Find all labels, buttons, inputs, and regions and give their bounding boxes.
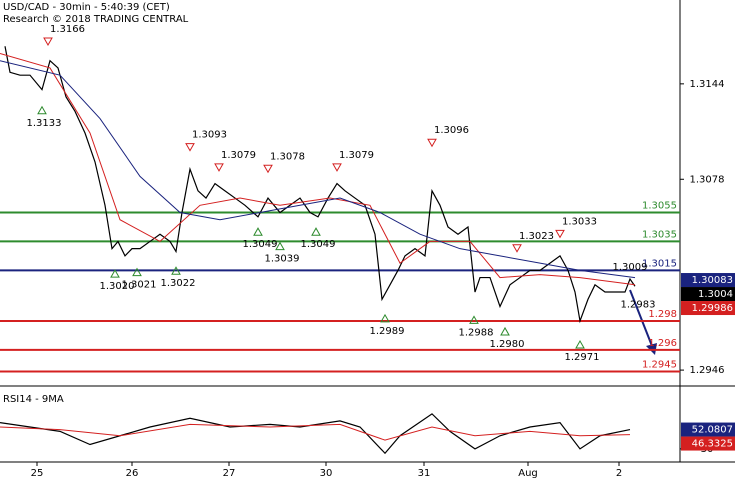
resistance-marker <box>512 244 522 253</box>
support-marker <box>500 326 510 336</box>
average-line <box>0 423 631 441</box>
level-label: 1.298 <box>648 309 677 320</box>
x-tick-label: Aug <box>518 468 538 479</box>
pivot-label: 1.2988 <box>459 327 494 338</box>
average-line <box>0 60 636 279</box>
resistance-marker <box>427 138 437 148</box>
level-label: 1.3015 <box>642 258 677 269</box>
y-tick-label: 1.3078 <box>690 174 725 185</box>
pivot-label: 1.3093 <box>192 130 227 141</box>
x-tick-label: 31 <box>418 468 431 479</box>
last-value-box <box>681 436 735 451</box>
x-tick-label: 27 <box>223 468 236 479</box>
last-value-box <box>681 422 735 437</box>
pivot-label: 1.3078 <box>270 151 305 162</box>
support-marker <box>275 241 285 251</box>
x-tick-label: 25 <box>31 468 44 479</box>
x-tick-label: 30 <box>320 468 333 479</box>
level-label: 1.296 <box>648 338 677 349</box>
level-label: 1.3055 <box>642 201 677 212</box>
average-line <box>0 53 636 286</box>
pivot-label: 1.3079 <box>221 150 256 161</box>
resistance-marker <box>263 164 273 174</box>
pivot-label: 1.2989 <box>370 326 405 337</box>
x-tick-label: 2 <box>616 468 622 479</box>
support-marker <box>311 227 321 236</box>
resistance-marker <box>214 163 224 172</box>
pivot-label: 1.3020 <box>100 281 135 292</box>
pivot-label: 1.3096 <box>434 125 469 136</box>
pivot-label: 1.3079 <box>339 150 374 161</box>
pivot-label: 1.3166 <box>50 24 85 35</box>
chart-title: USD/CAD - 30min - 5:40:39 (CET) <box>3 2 170 13</box>
x-tick-label: 26 <box>126 468 139 479</box>
forecast-arrow <box>629 289 653 347</box>
support-marker <box>469 315 479 324</box>
pivot-label: 1.2971 <box>565 352 600 363</box>
level-label: 1.2945 <box>642 360 677 371</box>
last-value-label: 1.29986 <box>692 303 733 314</box>
last-value-label: 46.3325 <box>692 439 733 450</box>
pivot-label: 1.3049 <box>301 239 336 250</box>
support-marker <box>110 269 120 278</box>
chart-subtitle: Research © 2018 TRADING CENTRAL <box>3 14 189 25</box>
price-line <box>0 413 631 455</box>
pivot-label: 1.3009 <box>613 262 648 273</box>
pivot-label: 1.3023 <box>519 231 554 242</box>
pivot-label: 1.3133 <box>27 118 62 129</box>
pivot-label: 1.3033 <box>562 216 597 227</box>
resistance-marker <box>332 163 342 172</box>
pivot-label: 1.3039 <box>265 254 300 265</box>
level-label: 1.3035 <box>642 229 677 240</box>
last-value-box <box>681 273 735 288</box>
resistance-marker <box>43 37 53 47</box>
resistance-marker <box>555 229 565 239</box>
pivot-label: 1.3021 <box>122 280 157 291</box>
y-tick-label: 1.3144 <box>690 79 725 90</box>
resistance-marker <box>185 143 195 152</box>
rsi-title: RSI14 - 9MA <box>3 394 64 405</box>
pivot-label: 1.3022 <box>161 278 196 289</box>
support-marker <box>253 227 263 236</box>
pivot-label: 1.3049 <box>243 239 278 250</box>
last-value-label: 1.3004 <box>698 289 733 300</box>
last-value-label: 52.0807 <box>692 425 733 436</box>
support-marker <box>575 339 585 349</box>
support-marker <box>132 267 142 277</box>
last-value-box <box>681 287 735 302</box>
support-marker <box>171 266 181 275</box>
pivot-label: 1.2980 <box>490 339 525 350</box>
last-value-label: 1.30083 <box>692 275 733 286</box>
pivot-label: 1.2983 <box>621 300 656 311</box>
y-tick-label: 1.2946 <box>690 365 725 376</box>
last-value-box <box>681 301 735 316</box>
support-marker <box>380 313 390 323</box>
support-marker <box>37 105 47 115</box>
